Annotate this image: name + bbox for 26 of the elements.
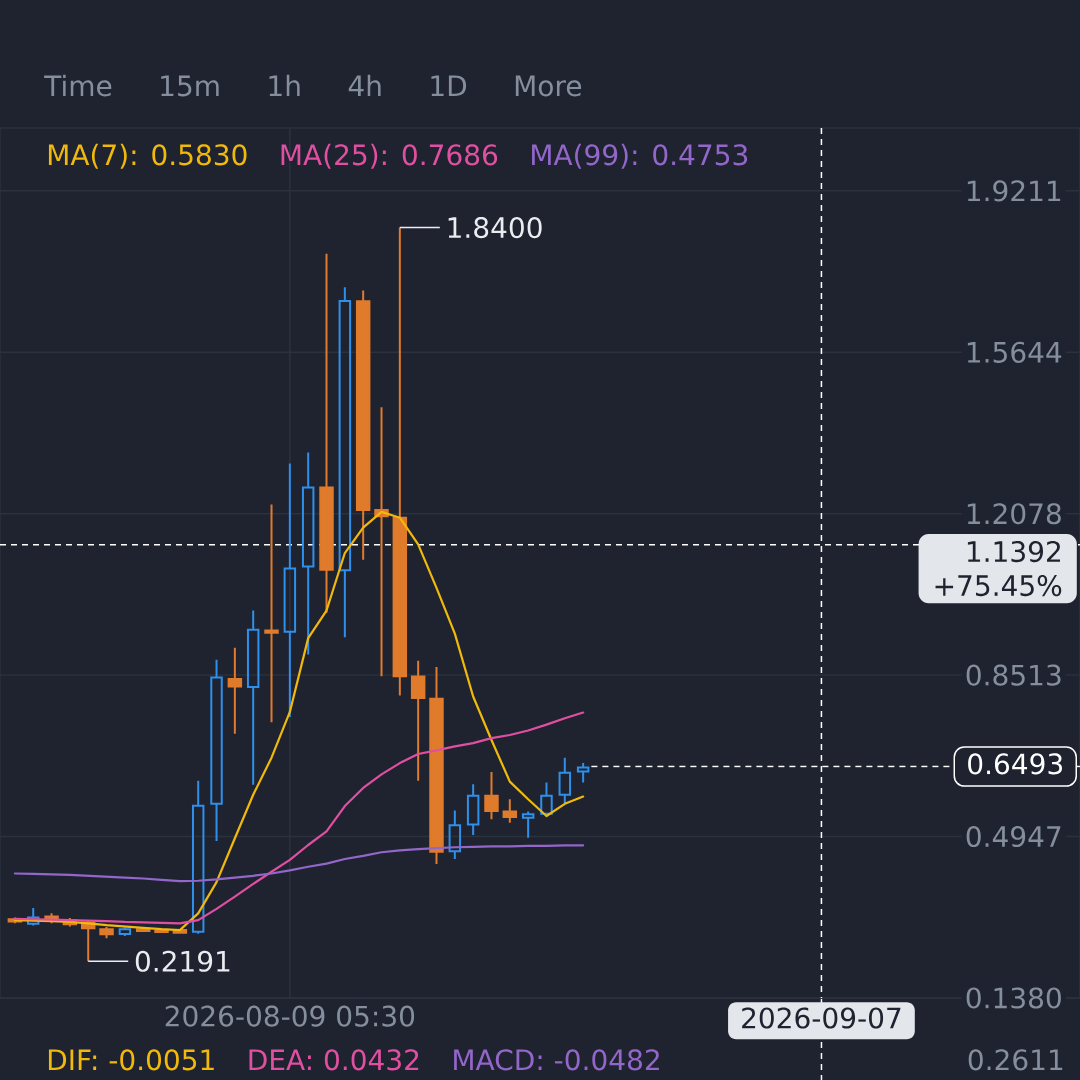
text: 0.2611 — [968, 1049, 1063, 1071]
text: MACD: -0.0482 — [454, 1049, 659, 1071]
text: MA(25): 0.7686 — [281, 143, 498, 169]
text: 4h — [348, 74, 381, 96]
x-tick-label: 2026-09-07 — [742, 1007, 901, 1029]
y-tick-label: 0.8513 — [966, 664, 1061, 686]
y-tick-label: 1.2078 — [967, 503, 1061, 525]
text: 1h — [269, 74, 300, 96]
x-tick-label: 2026-08-09 05:30 — [165, 1005, 415, 1027]
text: DIF: -0.0051 — [48, 1049, 214, 1071]
text: MA(99): 0.4753 — [532, 143, 748, 169]
y-tick-label: 0.4947 — [966, 825, 1061, 848]
text: DEA: 0.0432 — [249, 1049, 419, 1071]
y-tick-label: 1.9211 — [967, 180, 1061, 202]
ref-line-label: 1.1392 — [967, 541, 1060, 563]
text: 15m — [161, 75, 219, 97]
annotation: 0.2191 — [135, 950, 230, 972]
text: 1D — [431, 75, 467, 96]
ref-line-label: 0.6493 — [968, 753, 1062, 775]
annotation: 1.8400 — [448, 216, 542, 239]
annotation: +75.45% — [935, 575, 1062, 597]
y-tick-label: 1.5644 — [967, 341, 1062, 363]
text: Time — [44, 74, 112, 97]
text: More — [515, 75, 582, 97]
y-tick-label: 0.1380 — [966, 987, 1061, 1009]
text: MA(7): 0.5830 — [48, 143, 247, 169]
